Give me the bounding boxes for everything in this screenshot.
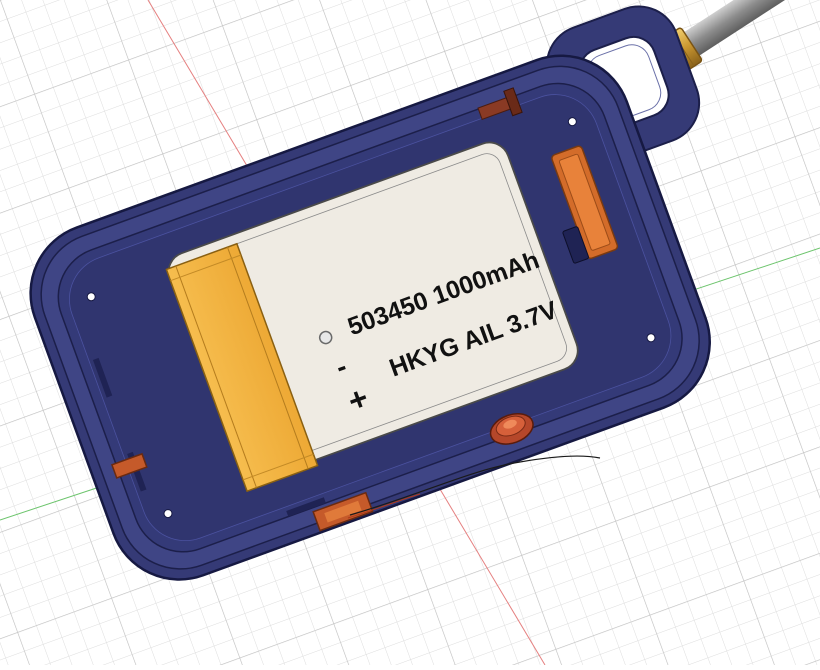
left-clip (110, 452, 148, 479)
screw-hole (646, 333, 656, 343)
screw-hole (86, 292, 96, 302)
battery-tape (165, 242, 319, 493)
enclosure-shell[interactable] (5, 0, 795, 599)
switch-latch[interactable] (562, 226, 589, 264)
battery-pack[interactable] (163, 137, 585, 493)
screw-hole (163, 509, 173, 519)
antenna-stud (477, 87, 523, 121)
screw-hole (567, 117, 577, 127)
antenna-rod (682, 0, 820, 57)
battery-wire-red (347, 493, 421, 519)
battery-wire (349, 455, 601, 516)
usb-connector[interactable] (551, 145, 619, 260)
power-button[interactable] (486, 408, 537, 449)
origin-point-icon (318, 330, 333, 345)
bottom-latch[interactable] (312, 491, 374, 532)
